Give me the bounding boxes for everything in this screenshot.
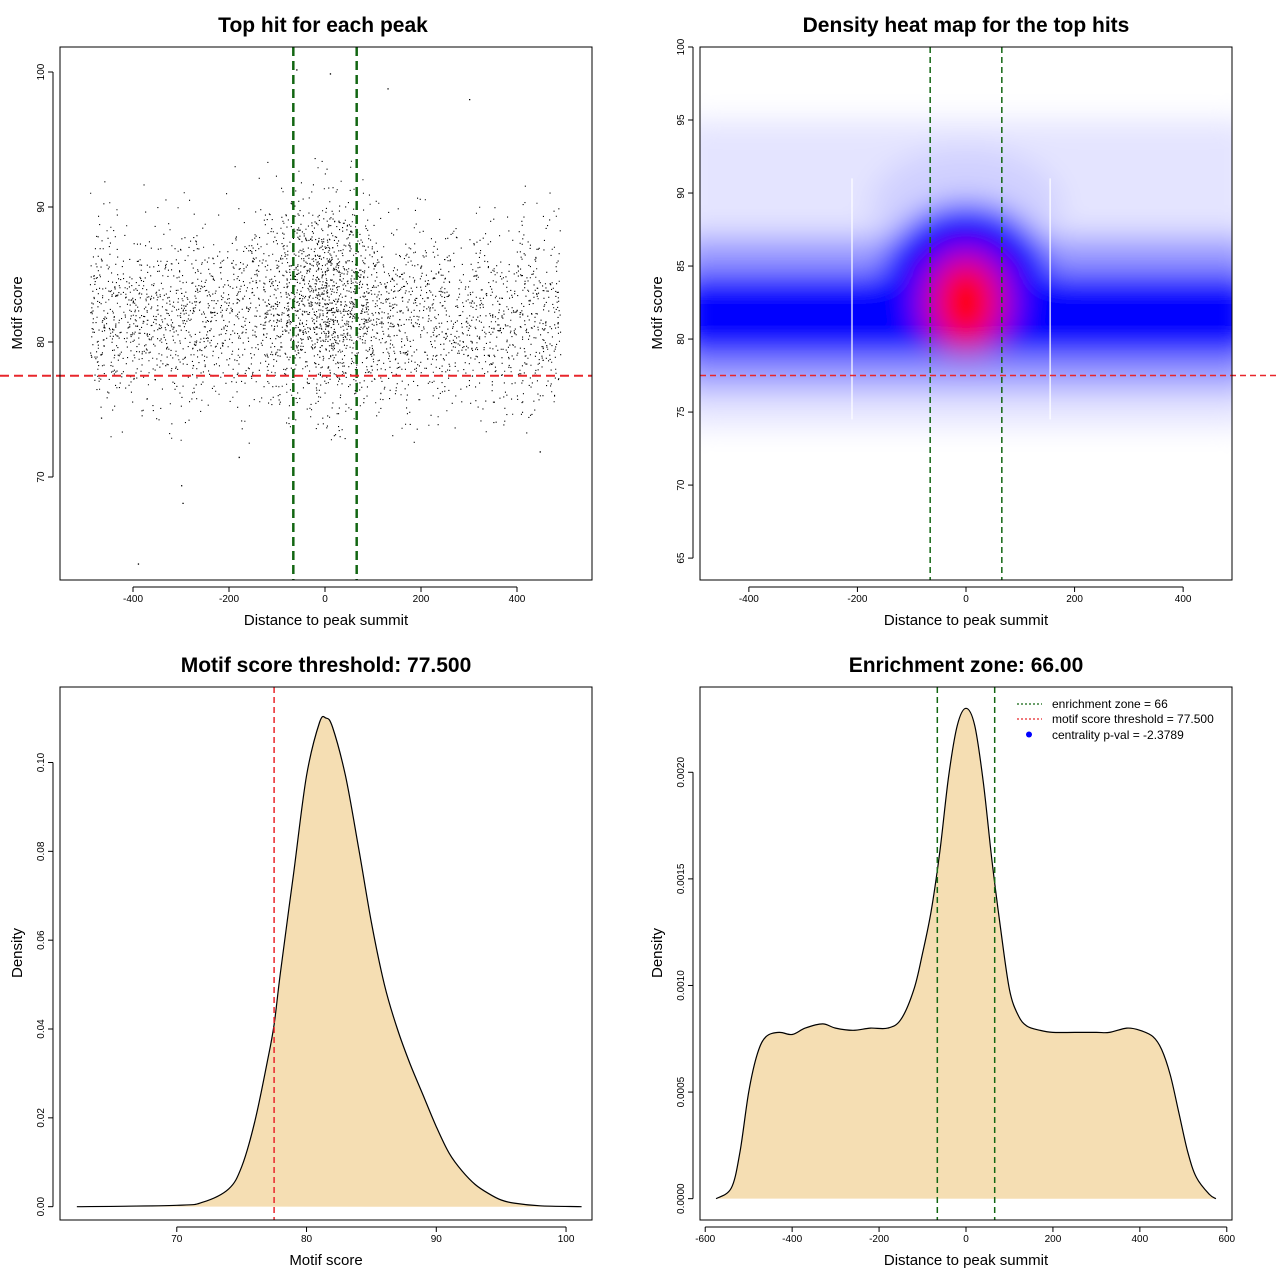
heatmap-y-tick-label: 90: [676, 187, 687, 199]
heatmap-x-tick-label: -400: [739, 594, 759, 605]
score-density-y-tick-label: 0.02: [36, 1108, 47, 1128]
scatter-x-axis-label: Distance to peak summit: [244, 612, 409, 629]
distance-density-x-tick-label: 200: [1045, 1234, 1062, 1245]
heatmap-y-axis-label: Motif score: [649, 276, 666, 349]
distance-density-x-tick-label: 0: [963, 1234, 969, 1245]
heatmap-axes: -400 -200 0 200 400 65 70 75 80 85 90 95 100: [676, 38, 1192, 605]
heatmap-y-tick-label: 65: [676, 552, 687, 564]
score-density-x-tick-label: 100: [558, 1234, 575, 1245]
heatmap-y-tick-label: 75: [676, 406, 687, 418]
heatmap-x-tick-label: 0: [963, 594, 969, 605]
score-density-y-tick-label: 0.08: [36, 841, 47, 861]
distance-density-curve: [715, 687, 1217, 1220]
score-density-x-axis-label: Motif score: [289, 1252, 362, 1269]
scatter-x-tick-label: 200: [413, 594, 430, 605]
distance-density-y-tick-label: 0.0000: [676, 1183, 687, 1214]
heatmap-y-tick-label: 70: [676, 479, 687, 491]
panel-heatmap: Density heat map for the top hits -400 -2…: [649, 14, 1280, 629]
heatmap-plot-frame: [699, 46, 1233, 581]
heatmap-reference-lines: [700, 47, 1280, 580]
scatter-title: Top hit for each peak: [218, 14, 428, 37]
scatter-x-tick-label: -200: [219, 594, 239, 605]
score-density-y-tick-label: 0.10: [36, 752, 47, 772]
score-density-y-tick-label: 0.06: [36, 930, 47, 950]
heatmap-y-tick-label: 85: [676, 260, 687, 272]
scatter-x-tick-label: 0: [322, 594, 328, 605]
heatmap-x-tick-label: 400: [1175, 594, 1192, 605]
legend-threshold-label: motif score threshold = 77.500: [1052, 712, 1214, 726]
heatmap-x-tick-label: -200: [847, 594, 867, 605]
scatter-y-axis-label: Motif score: [9, 276, 26, 349]
distance-density-title: Enrichment zone: 66.00: [849, 654, 1084, 677]
scatter-y-tick-label: 70: [36, 471, 47, 483]
distance-density-x-tick-label: -600: [695, 1234, 715, 1245]
scatter-plot-frame: [59, 46, 593, 581]
score-density-x-tick-label: 90: [431, 1234, 443, 1245]
distance-density-y-tick-label: 0.0010: [676, 970, 687, 1001]
distance-density-area: [716, 708, 1216, 1199]
heatmap-y-tick-label: 95: [676, 114, 687, 126]
score-density-y-tick-label: 0.04: [36, 1019, 47, 1039]
distance-density-y-tick-label: 0.0015: [676, 863, 687, 894]
legend-centrality-label: centrality p-val = -2.3789: [1052, 728, 1184, 742]
distance-density-axes: -600 -400 -200 0 200 400 600 0.0000 0.0005 0.0010…: [676, 757, 1236, 1245]
score-density-x-tick-label: 80: [301, 1234, 313, 1245]
distance-density-y-tick-label: 0.0020: [676, 757, 687, 788]
scatter-x-tick-label: -400: [123, 594, 143, 605]
distance-density-x-tick-label: 400: [1132, 1234, 1149, 1245]
heatmap-y-tick-label: 80: [676, 333, 687, 345]
distance-density-x-tick-label: -400: [782, 1234, 802, 1245]
score-density-y-axis-label: Density: [9, 927, 26, 978]
scatter-x-tick-label: 400: [509, 594, 526, 605]
scatter-y-tick-label: 80: [36, 336, 47, 348]
scatter-axes: -400 -200 0 200 400 70 80 90 100: [36, 63, 526, 605]
score-density-axes: 70 80 90 100 0.00 0.02 0.04 0.06 0.08 0.10: [36, 752, 575, 1245]
score-density-plot-frame: [59, 686, 593, 1221]
scatter-y-tick-label: 90: [36, 201, 47, 213]
distance-density-x-tick-label: -200: [869, 1234, 889, 1245]
scatter-point-cloud: [89, 69, 562, 565]
distance-density-plot-frame: [699, 686, 1233, 1221]
score-density-y-tick-label: 0.00: [36, 1197, 47, 1217]
score-density-title: Motif score threshold: 77.500: [181, 654, 472, 677]
heatmap-red-peak: [936, 262, 996, 343]
heatmap-x-axis-label: Distance to peak summit: [884, 612, 1049, 629]
heatmap-x-tick-label: 200: [1066, 594, 1083, 605]
heatmap-density: [700, 47, 1232, 580]
score-density-area: [76, 716, 582, 1207]
scatter-reference-lines: [0, 47, 592, 580]
legend-enrichment-zone-label: enrichment zone = 66: [1052, 697, 1168, 711]
panel-score-density: Motif score threshold: 77.500 70 80 90 100 0…: [9, 654, 593, 1269]
distance-density-x-tick-label: 600: [1218, 1234, 1235, 1245]
distance-density-line: [715, 707, 1217, 1200]
scatter-y-tick-label: 100: [36, 63, 47, 80]
heatmap-y-tick-label: 100: [676, 38, 687, 55]
panel-scatter: Top hit for each peak -400 -200 0 200 400 70 8…: [0, 14, 593, 629]
heatmap-title: Density heat map for the top hits: [803, 14, 1130, 37]
score-density-curve: [76, 687, 582, 1220]
score-density-line: [76, 715, 582, 1208]
score-density-x-tick-label: 70: [171, 1234, 183, 1245]
scatter-points: [89, 69, 562, 565]
distance-density-y-axis-label: Density: [649, 927, 666, 978]
legend: enrichment zone = 66 motif score thresho…: [1017, 697, 1214, 742]
distance-density-x-axis-label: Distance to peak summit: [884, 1252, 1049, 1269]
legend-centrality-swatch: [1026, 731, 1032, 738]
panel-distance-density: Enrichment zone: 66.00 -600 -400 -200 0 200 4…: [649, 654, 1236, 1269]
distance-density-y-tick-label: 0.0005: [676, 1076, 687, 1107]
